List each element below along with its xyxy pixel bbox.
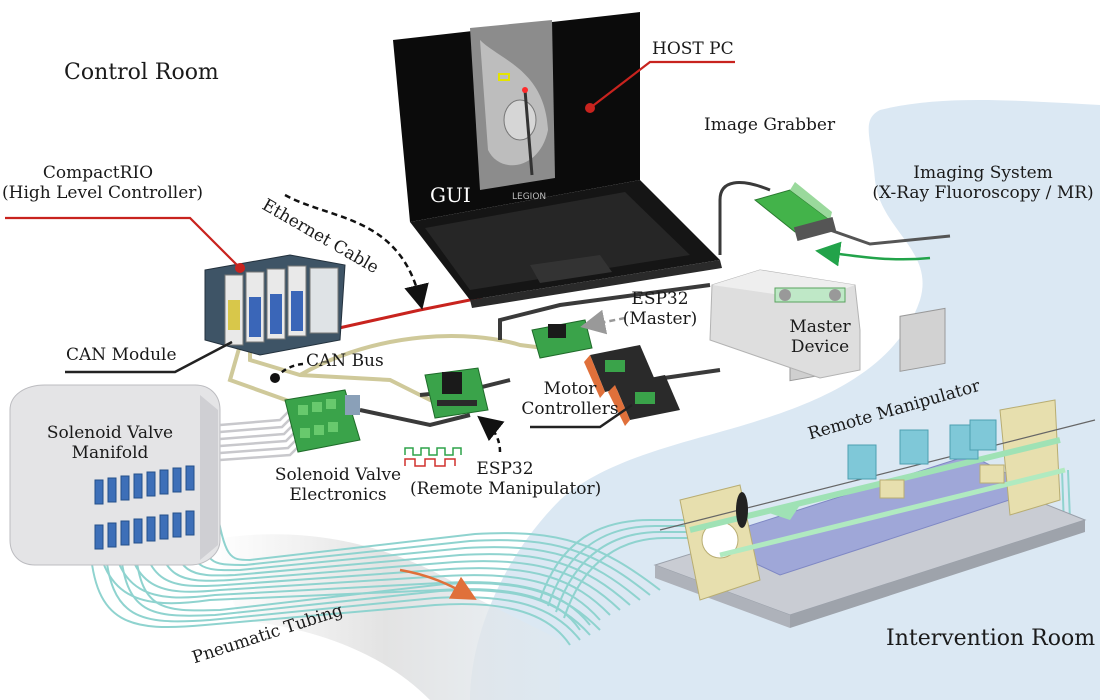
compactrio-leader bbox=[5, 216, 241, 269]
esp32-remote-line1: ESP32 bbox=[476, 459, 534, 479]
can-module-leader bbox=[65, 340, 233, 374]
motor-controllers-line2: Controllers bbox=[521, 398, 619, 419]
compactrio-label: CompactRIO (High Level Controller) bbox=[2, 163, 204, 203]
imaging-system-line2: (X-Ray Fluoroscopy / MR) bbox=[872, 182, 1094, 203]
master-device-label: Master Device bbox=[770, 317, 870, 357]
solenoid-electronics-label: Solenoid Valve Electronics bbox=[268, 465, 408, 505]
host-pc-laptop bbox=[393, 12, 722, 308]
esp32-master-board bbox=[531, 319, 593, 359]
can-bus-label: CAN Bus bbox=[306, 351, 384, 371]
ethernet-leader bbox=[284, 193, 429, 310]
imaging-system-label: Imaging System (X-Ray Fluoroscopy / MR) bbox=[868, 163, 1098, 203]
imaging-input-cable bbox=[829, 228, 951, 246]
master-device-line1: Master bbox=[789, 317, 851, 337]
host-pc-label: HOST PC bbox=[652, 39, 734, 59]
motor-controllers-label: Motor Controllers bbox=[520, 379, 620, 419]
solenoid-valve-manifold-device bbox=[9, 384, 221, 566]
esp32-master-label: ESP32 (Master) bbox=[620, 289, 700, 329]
solenoid-electronics-line1: Solenoid Valve bbox=[274, 465, 402, 485]
manifold-input-tubes bbox=[219, 409, 301, 462]
imaging-system-line1: Imaging System bbox=[913, 163, 1053, 183]
image-grabber-device bbox=[753, 182, 837, 241]
remote-manipulator-device bbox=[653, 307, 1096, 628]
intervention-room-label: Intervention Room bbox=[886, 626, 1096, 651]
tubing-flow-arrow bbox=[399, 568, 477, 600]
laptop-brand-label: LEGION bbox=[512, 192, 547, 202]
solenoid-manifold-label: Solenoid Valve Manifold bbox=[40, 423, 180, 463]
ethernet-red-cable bbox=[323, 288, 491, 332]
compactrio-device bbox=[204, 254, 346, 356]
solenoid-valve-electronics-device bbox=[284, 389, 361, 453]
master-device-line2: Device bbox=[790, 336, 850, 357]
pwm-signal-green bbox=[404, 447, 462, 456]
motor-controllers-leader bbox=[530, 403, 633, 429]
esp32-master-line2: (Master) bbox=[622, 308, 698, 329]
room-transition-band bbox=[210, 534, 560, 700]
compactrio-line2: (High Level Controller) bbox=[2, 182, 204, 203]
image-grabber-label: Image Grabber bbox=[704, 115, 836, 135]
pwm-signal-red bbox=[404, 458, 456, 467]
master-device-unit bbox=[709, 269, 861, 379]
solenoid-manifold-line2: Manifold bbox=[71, 442, 149, 463]
control-room-label: Control Room bbox=[64, 60, 219, 85]
can-module-label: CAN Module bbox=[66, 345, 177, 365]
esp32-master-line1: ESP32 bbox=[631, 289, 689, 309]
esp32-remote-leader bbox=[477, 415, 505, 453]
motor-controller-boards bbox=[584, 345, 680, 426]
motor-controllers-line1: Motor bbox=[543, 379, 597, 399]
imaging-data-arrow bbox=[815, 241, 931, 267]
image-grabber-cable bbox=[718, 181, 771, 255]
compactrio-line1: CompactRIO bbox=[42, 163, 154, 183]
solenoid-electronics-line2: Electronics bbox=[289, 484, 387, 505]
host-pc-leader bbox=[589, 60, 735, 109]
gui-label: GUI bbox=[430, 183, 471, 207]
esp32-master-leader bbox=[580, 309, 626, 335]
esp32-remote-line2: (Remote Manipulator) bbox=[410, 478, 602, 499]
solenoid-manifold-line1: Solenoid Valve bbox=[46, 423, 174, 443]
esp32-remote-label: ESP32 (Remote Manipulator) bbox=[410, 459, 602, 499]
esp32-remote-board bbox=[424, 367, 489, 419]
